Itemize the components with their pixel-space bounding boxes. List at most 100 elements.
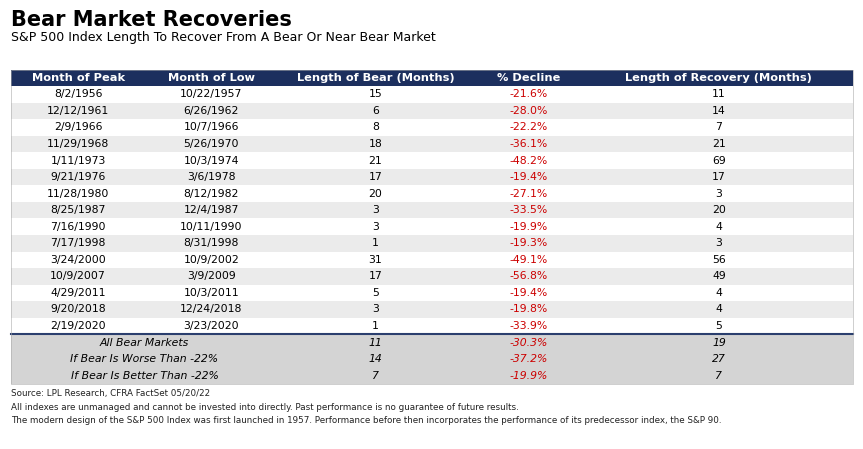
Text: 7/17/1998: 7/17/1998 [50,238,106,248]
Text: 12/12/1961: 12/12/1961 [47,106,110,116]
Text: 7: 7 [715,370,722,381]
Bar [11,185,853,202]
Bar [11,351,853,367]
Bar [11,136,853,152]
Text: 11/29/1968: 11/29/1968 [47,139,110,149]
Text: 3/24/2000: 3/24/2000 [50,255,106,265]
Text: 10/7/1966: 10/7/1966 [184,123,239,132]
Bar [11,202,853,219]
Text: 17: 17 [369,271,382,282]
Text: -22.2%: -22.2% [510,123,548,132]
Bar [11,70,853,86]
Text: 10/22/1957: 10/22/1957 [180,89,243,99]
Text: -27.1%: -27.1% [510,189,548,198]
Text: 27: 27 [712,354,726,364]
Text: 20: 20 [369,189,382,198]
Bar [11,119,853,136]
Bar [11,251,853,268]
Text: -19.3%: -19.3% [510,238,548,248]
Bar [11,219,853,235]
Text: 11/28/1980: 11/28/1980 [47,189,110,198]
Text: 8/2/1956: 8/2/1956 [54,89,103,99]
Text: 19: 19 [712,338,726,348]
Text: 8/31/1998: 8/31/1998 [184,238,239,248]
Text: 7: 7 [715,123,722,132]
Text: -28.0%: -28.0% [510,106,548,116]
Text: All indexes are unmanaged and cannot be invested into directly. Past performance: All indexes are unmanaged and cannot be … [11,403,519,412]
Text: 5: 5 [715,321,722,331]
Text: -19.8%: -19.8% [510,304,548,314]
Bar [11,268,853,285]
Text: 3: 3 [372,304,379,314]
Bar [11,152,853,169]
Text: 3/6/1978: 3/6/1978 [187,172,236,182]
Text: 3/9/2009: 3/9/2009 [187,271,236,282]
Text: -49.1%: -49.1% [510,255,548,265]
Text: -56.8%: -56.8% [510,271,548,282]
Text: 18: 18 [369,139,382,149]
Text: 9/20/2018: 9/20/2018 [50,304,106,314]
Text: 12/24/2018: 12/24/2018 [180,304,243,314]
Text: 9/21/1976: 9/21/1976 [50,172,106,182]
Text: 10/3/1974: 10/3/1974 [184,155,239,166]
Text: 4: 4 [715,288,722,298]
Text: Length of Bear (Months): Length of Bear (Months) [297,73,454,83]
Bar [11,285,853,301]
Text: 7/16/1990: 7/16/1990 [50,222,106,232]
Text: 21: 21 [712,139,726,149]
Text: -33.9%: -33.9% [510,321,548,331]
Text: If Bear Is Better Than -22%: If Bear Is Better Than -22% [71,370,218,381]
Text: All Bear Markets: All Bear Markets [100,338,189,348]
Text: 3: 3 [372,205,379,215]
Text: 21: 21 [369,155,382,166]
Text: Bear Market Recoveries: Bear Market Recoveries [11,10,292,30]
Text: 10/9/2002: 10/9/2002 [184,255,239,265]
Text: 69: 69 [712,155,726,166]
Text: 15: 15 [369,89,382,99]
Text: -19.9%: -19.9% [510,370,548,381]
Text: 17: 17 [712,172,726,182]
Bar [11,318,853,334]
Text: 3: 3 [715,189,722,198]
Text: Month of Peak: Month of Peak [32,73,124,83]
Text: -21.6%: -21.6% [510,89,548,99]
Text: 17: 17 [369,172,382,182]
Bar [11,103,853,119]
Text: Month of Low: Month of Low [168,73,255,83]
Bar [11,70,853,384]
Text: 6/26/1962: 6/26/1962 [184,106,239,116]
Text: 8/12/1982: 8/12/1982 [184,189,239,198]
Text: 12/4/1987: 12/4/1987 [184,205,239,215]
Text: The modern design of the S&P 500 Index was first launched in 1957. Performance b: The modern design of the S&P 500 Index w… [11,416,721,425]
Text: Length of Recovery (Months): Length of Recovery (Months) [626,73,812,83]
Text: 11: 11 [712,89,726,99]
Bar [11,86,853,103]
Text: -30.3%: -30.3% [510,338,548,348]
Text: 10/3/2011: 10/3/2011 [184,288,239,298]
Text: 2/9/1966: 2/9/1966 [54,123,103,132]
Text: If Bear Is Worse Than -22%: If Bear Is Worse Than -22% [71,354,218,364]
Text: 2/19/2020: 2/19/2020 [50,321,106,331]
Text: 14: 14 [369,354,382,364]
Text: 10/11/1990: 10/11/1990 [180,222,243,232]
Text: 1: 1 [372,321,379,331]
Text: 10/9/2007: 10/9/2007 [50,271,106,282]
Text: 56: 56 [712,255,726,265]
Text: 3: 3 [715,238,722,248]
Text: 5/26/1970: 5/26/1970 [184,139,239,149]
Text: -36.1%: -36.1% [510,139,548,149]
Text: 5: 5 [372,288,379,298]
Bar [11,301,853,318]
Text: 11: 11 [369,338,382,348]
Text: 4/29/2011: 4/29/2011 [50,288,106,298]
Text: -33.5%: -33.5% [510,205,548,215]
Text: 31: 31 [369,255,382,265]
Text: 14: 14 [712,106,726,116]
Bar [11,235,853,251]
Text: -19.9%: -19.9% [510,222,548,232]
Text: 1: 1 [372,238,379,248]
Text: 20: 20 [712,205,726,215]
Text: 4: 4 [715,222,722,232]
Text: 3: 3 [372,222,379,232]
Bar [11,169,853,185]
